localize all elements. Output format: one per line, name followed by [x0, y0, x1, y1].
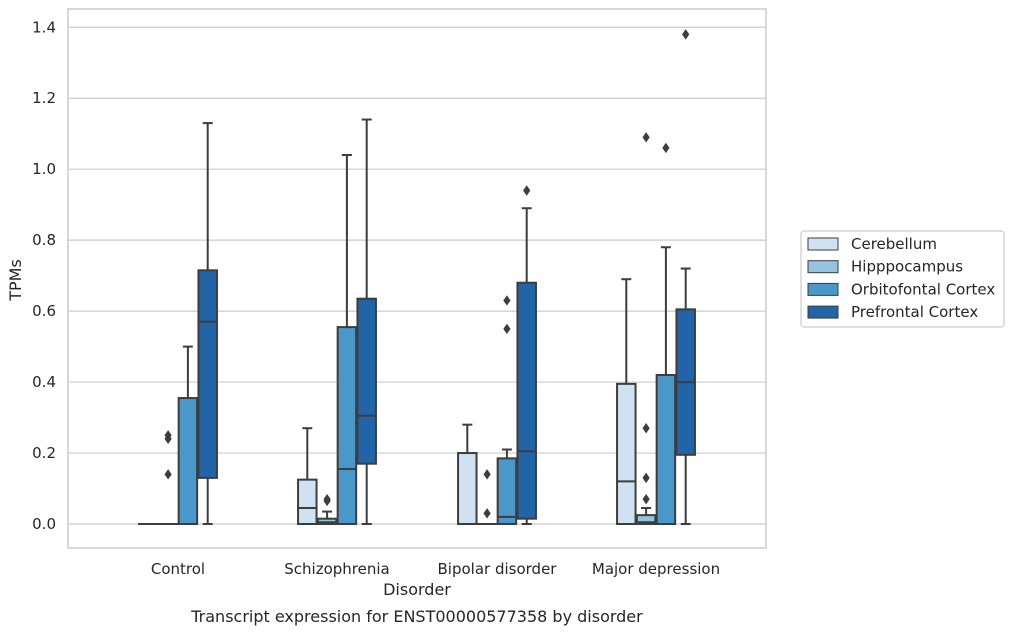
- outlier-point: [642, 493, 650, 505]
- box-prefrontal-cortex: [356, 118, 377, 525]
- x-axis-label: Disorder: [383, 580, 451, 599]
- y-tick-label: 1.0: [32, 160, 56, 178]
- plot-border: [67, 8, 767, 549]
- box-prefrontal-cortex: [516, 185, 537, 525]
- box-body: [516, 281, 537, 520]
- y-tick-label: 1.4: [32, 18, 56, 36]
- box-body: [297, 478, 318, 525]
- box-orbitofontal-cortex: [496, 295, 518, 525]
- outlier-point: [164, 430, 172, 441]
- box-body: [457, 452, 478, 526]
- legend-label: Orbitofontal Cortex: [851, 280, 995, 298]
- box-cerebellum: [457, 423, 478, 526]
- legend: Cerebellum Hipppocampus Orbitofontal Corte…: [800, 230, 1005, 328]
- outlier-point: [503, 323, 511, 335]
- plot-frame: [67, 8, 767, 549]
- x-tick-label: Schizophrenia: [284, 560, 389, 578]
- y-tick-label: 0.6: [32, 302, 56, 320]
- box-cerebellum: [297, 427, 318, 525]
- boxes: [138, 29, 696, 526]
- box-body: [356, 297, 377, 465]
- box-body: [655, 373, 677, 526]
- outlier-point: [323, 493, 331, 505]
- outlier-point: [523, 185, 531, 196]
- box-prefrontal-cortex: [197, 122, 218, 525]
- legend-swatch: [807, 282, 839, 296]
- legend-label: Cerebellum: [851, 235, 937, 253]
- y-axis-label: TPMs: [6, 259, 25, 302]
- y-tick-label: 0.4: [32, 373, 56, 391]
- box-body: [616, 382, 637, 525]
- y-tick-label: 0.8: [32, 231, 56, 249]
- outlier-point: [662, 142, 670, 154]
- outlier-point: [642, 423, 650, 434]
- box-prefrontal-cortex: [675, 29, 696, 525]
- legend-swatch: [807, 305, 839, 319]
- box-hipppocampus: [157, 430, 179, 526]
- x-ticks: Control Schizophrenia Bipolar disorder Majo…: [151, 560, 720, 578]
- box-hipppocampus: [635, 132, 657, 526]
- box-body: [496, 457, 518, 525]
- outlier-point: [682, 29, 690, 40]
- y-tick-label: 0.0: [32, 515, 56, 533]
- legend-swatch: [807, 260, 839, 274]
- box-orbitofontal-cortex: [655, 142, 677, 526]
- legend-label: Hipppocampus: [851, 258, 963, 276]
- outlier-point: [503, 295, 511, 306]
- box-hipppocampus: [316, 493, 338, 525]
- x-tick-label: Control: [151, 560, 205, 578]
- box-cerebellum: [616, 278, 637, 525]
- box-body: [177, 397, 199, 525]
- box-body: [197, 269, 218, 479]
- box-body: [336, 326, 358, 525]
- outlier-point: [483, 508, 491, 519]
- chart-caption: Transcript expression for ENST0000057735…: [190, 607, 643, 626]
- y-tick-label: 0.2: [32, 444, 56, 462]
- box-hipppocampus: [476, 469, 498, 526]
- box-orbitofontal-cortex: [177, 345, 199, 525]
- outlier-point: [642, 472, 650, 484]
- outlier-point: [483, 469, 491, 480]
- legend-swatch: [807, 237, 839, 251]
- legend-label: Prefrontal Cortex: [851, 303, 978, 321]
- outlier-point: [642, 132, 650, 143]
- x-tick-label: Bipolar disorder: [438, 560, 558, 578]
- box-body: [635, 514, 657, 526]
- y-tick-label: 1.2: [32, 89, 56, 107]
- outlier-point: [164, 469, 172, 480]
- box-orbitofontal-cortex: [336, 154, 358, 525]
- legend-frame: [800, 230, 1005, 328]
- y-ticks: 0.0 0.2 0.4 0.6 0.8 1.0 1.2 1.4: [32, 18, 56, 533]
- x-tick-label: Major depression: [592, 560, 720, 578]
